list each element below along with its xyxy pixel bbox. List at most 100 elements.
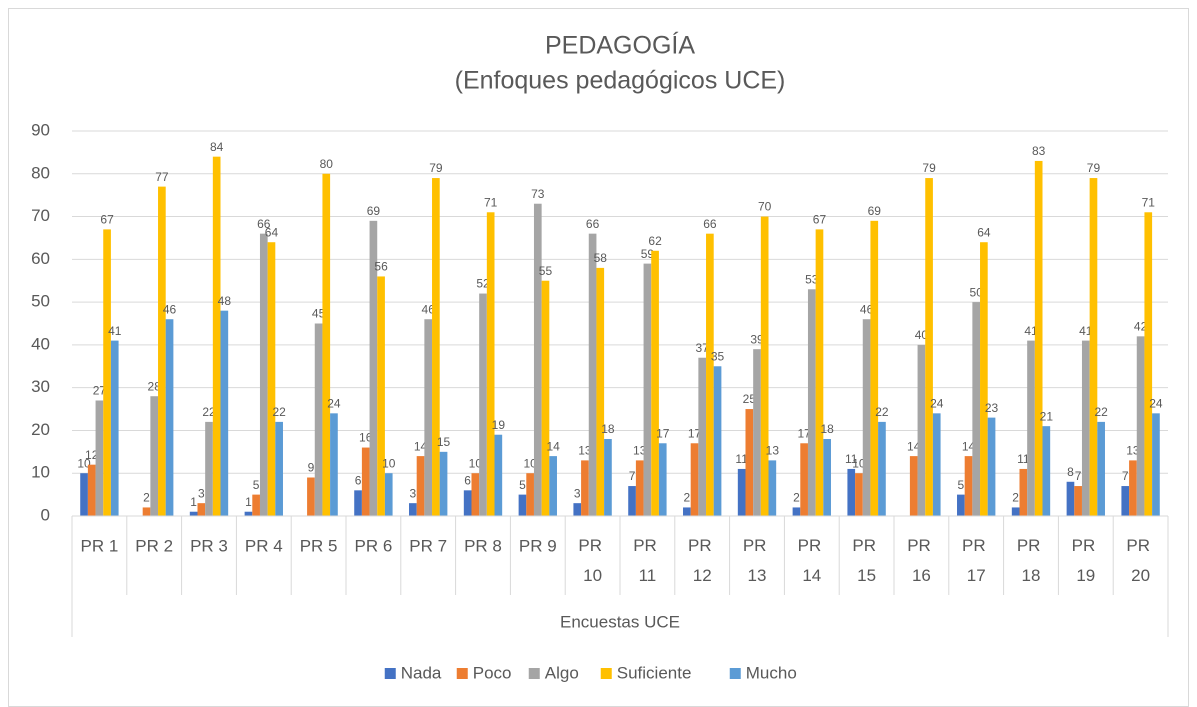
bar — [526, 473, 534, 516]
data-label: 46 — [860, 302, 874, 316]
data-label: 12 — [85, 448, 99, 462]
data-label: 17 — [656, 426, 670, 440]
data-label: 17 — [797, 426, 811, 440]
data-label: 28 — [148, 379, 162, 393]
data-label: 14 — [546, 439, 560, 453]
data-label: 1 — [245, 495, 252, 509]
legend-swatch — [600, 668, 612, 679]
bar — [823, 439, 831, 516]
x-tick-label: PR 10 — [578, 536, 606, 585]
bar — [1019, 468, 1028, 516]
data-label: 59 — [641, 247, 655, 261]
legend-swatch — [456, 668, 468, 679]
bar — [87, 464, 96, 516]
x-tick-label: PR 11 — [633, 536, 661, 585]
data-label: 14 — [414, 439, 428, 453]
x-tick-label: PR 19 — [1072, 536, 1100, 585]
legend-label: Nada — [401, 663, 442, 682]
bar — [862, 319, 871, 516]
bar — [792, 507, 801, 516]
y-tick-label: 50 — [31, 292, 50, 311]
bar — [745, 409, 754, 516]
bar — [753, 349, 761, 516]
bar — [1121, 486, 1130, 516]
x-tick-label: PR 9 — [519, 536, 557, 555]
bar — [690, 443, 699, 516]
data-label: 18 — [820, 422, 834, 436]
bar — [855, 473, 863, 516]
x-tick-label: PR 8 — [464, 536, 502, 555]
x-tick-label: PR 3 — [190, 536, 228, 555]
data-label: 11 — [1017, 452, 1030, 466]
bar — [416, 456, 425, 516]
bar — [479, 293, 487, 516]
data-label: 2 — [1012, 491, 1019, 505]
data-label: 2 — [684, 491, 691, 505]
bar — [932, 413, 941, 516]
bar — [1081, 340, 1090, 516]
x-tick-label: PR 5 — [300, 536, 338, 555]
data-label: 7 — [1075, 469, 1082, 483]
data-label: 71 — [484, 195, 498, 209]
data-label: 69 — [367, 204, 381, 218]
data-label: 10 — [382, 456, 396, 470]
bar — [1089, 178, 1098, 517]
data-label: 24 — [327, 397, 341, 411]
bar — [972, 302, 981, 516]
bar — [432, 178, 440, 517]
data-label: 19 — [492, 418, 506, 432]
data-label: 84 — [210, 140, 224, 154]
bar — [549, 456, 557, 516]
data-label: 7 — [1122, 469, 1129, 483]
bar — [212, 156, 221, 516]
data-label: 22 — [272, 405, 286, 419]
bar — [244, 511, 253, 516]
data-label: 5 — [519, 478, 526, 492]
data-label: 56 — [374, 260, 388, 274]
bar — [917, 344, 926, 516]
data-label: 46 — [163, 302, 177, 316]
data-label: 22 — [202, 405, 216, 419]
data-label: 45 — [312, 307, 326, 321]
data-label: 11 — [735, 452, 748, 466]
chart-subtitle: (Enfoques pedagógicos UCE) — [455, 67, 786, 95]
bar — [439, 451, 448, 516]
bar — [683, 507, 691, 516]
bar — [980, 242, 988, 516]
bar — [275, 421, 283, 516]
bar — [1034, 160, 1043, 516]
legend-label: Poco — [473, 663, 512, 682]
bar — [1042, 426, 1051, 516]
bar — [189, 511, 198, 516]
data-label: 18 — [601, 422, 615, 436]
y-tick-label: 60 — [31, 249, 50, 268]
x-tick-label: PR 2 — [135, 536, 173, 555]
data-label: 22 — [1094, 405, 1108, 419]
bar — [1066, 481, 1075, 516]
data-label: 3 — [198, 486, 205, 500]
data-label: 24 — [1149, 397, 1163, 411]
data-label: 41 — [1024, 324, 1038, 338]
data-label: 66 — [586, 217, 600, 231]
y-tick-label: 70 — [31, 206, 50, 225]
data-label: 6 — [355, 474, 362, 488]
data-label: 7 — [629, 469, 636, 483]
bar — [220, 310, 229, 516]
data-label: 80 — [320, 157, 334, 171]
data-label: 2 — [793, 491, 800, 505]
bar — [925, 178, 933, 517]
y-tick-label: 10 — [31, 463, 50, 482]
legend-swatch — [729, 668, 741, 679]
data-label: 71 — [1142, 195, 1156, 209]
x-tick-label: PR 7 — [409, 536, 447, 555]
bar — [635, 460, 644, 516]
data-label: 10 — [77, 456, 91, 470]
data-label: 16 — [359, 431, 373, 445]
data-label: 9 — [308, 461, 315, 475]
bar — [1011, 507, 1020, 516]
data-label: 67 — [813, 213, 827, 227]
data-label: 50 — [970, 285, 984, 299]
chart-title: PEDAGOGÍA — [545, 31, 695, 60]
bar — [322, 173, 331, 516]
